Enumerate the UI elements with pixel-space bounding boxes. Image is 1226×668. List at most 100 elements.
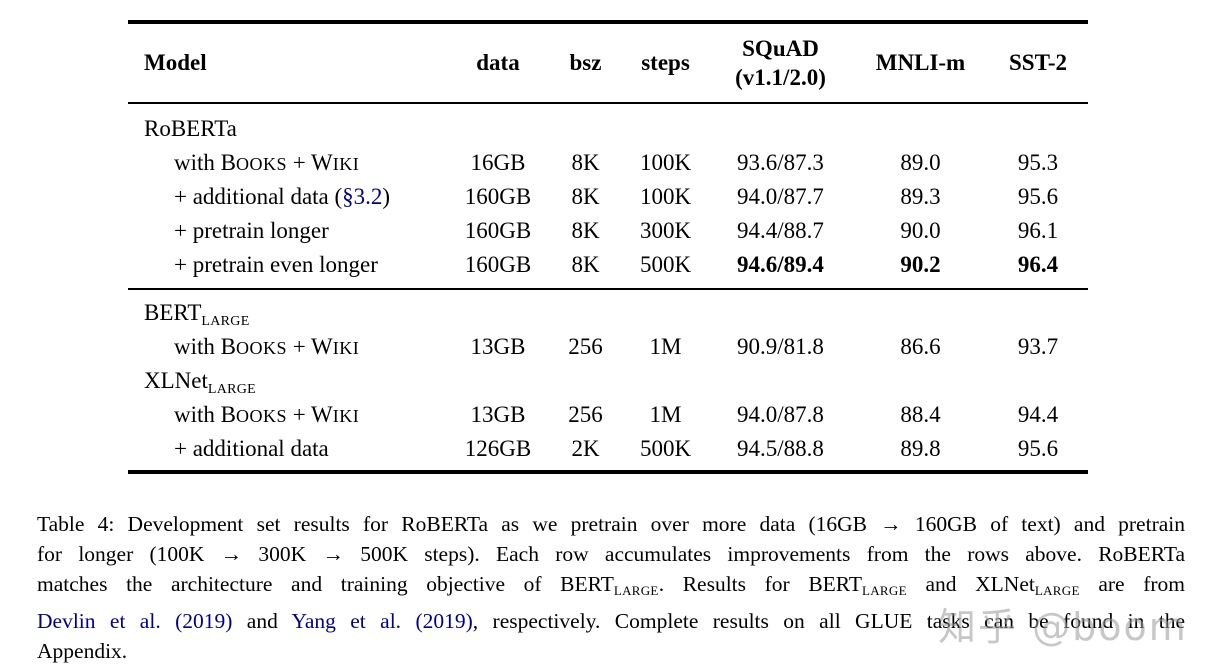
text: XLNet: [144, 368, 208, 393]
model-cell: with BOOKS + WIKI: [128, 146, 448, 180]
results-table: Model data bsz steps SQuAD (v1.1/2.0) MN…: [128, 20, 1088, 474]
text: Appendix.: [37, 639, 128, 663]
mnli-m-cell: 89.0: [900, 150, 941, 175]
squad-cell: [708, 112, 853, 146]
column-header-mnli-m: MNLI-m: [875, 50, 966, 75]
data-cell: 126GB: [464, 436, 532, 461]
smallcaps-text: OOKS: [235, 154, 287, 174]
steps-cell: 1M: [649, 402, 682, 427]
column-header-model: Model: [144, 50, 207, 75]
sst-2-cell: 95.6: [1017, 184, 1059, 209]
table-row: with BOOKS + WIKI 13GB 256 1M 94.0/87.8 88.4 9…: [128, 398, 1088, 432]
steps-cell: 100K: [639, 184, 692, 209]
text: BERT: [144, 300, 202, 325]
squad-cell: 94.4/88.7: [737, 218, 824, 243]
mnli-m-cell: [853, 364, 988, 398]
text: + W: [287, 402, 333, 427]
sst-2-cell: [988, 296, 1088, 330]
model-cell: with BOOKS + WIKI: [128, 330, 448, 364]
squad-cell: 94.0/87.8: [737, 402, 824, 427]
mnli-m-cell: 86.6: [900, 334, 941, 359]
column-header-squad-line2: (v1.1/2.0): [735, 65, 826, 90]
mnli-m-cell: [853, 112, 988, 146]
caption-line: Table 4: Development set results for RoB…: [37, 509, 1185, 539]
bsz-cell: [548, 364, 623, 398]
model-cell: + pretrain even longer: [128, 248, 448, 282]
mnli-m-cell: 89.3: [900, 184, 941, 209]
steps-cell: 100K: [639, 150, 692, 175]
subscript-text: LARGE: [1034, 583, 1080, 598]
data-cell: 160GB: [464, 252, 532, 277]
table-row: with BOOKS + WIKI 13GB 256 1M 90.9/81.8 86.6 9…: [128, 330, 1088, 364]
steps-cell: 500K: [639, 252, 692, 277]
mnli-m-cell: 88.4: [900, 402, 941, 427]
text: + W: [287, 150, 333, 175]
text: . Results for BERT: [658, 572, 862, 596]
text: + W: [287, 334, 333, 359]
table-row: RoBERTa: [128, 112, 1088, 146]
model-cell: BERTLARGE: [128, 296, 448, 330]
bsz-cell: 256: [568, 334, 603, 359]
data-cell: 16GB: [470, 150, 526, 175]
squad-cell: [708, 296, 853, 330]
model-cell: with BOOKS + WIKI: [128, 398, 448, 432]
table-mid-rule: [128, 288, 1088, 290]
mnli-m-cell: 89.8: [900, 436, 941, 461]
text: , respectively. Complete results on all …: [472, 609, 1185, 633]
caption-line: for longer (100K → 300K → 500K steps). E…: [37, 539, 1185, 569]
data-cell: 160GB: [464, 184, 532, 209]
data-cell: [448, 112, 548, 146]
column-header-steps: steps: [641, 50, 690, 75]
table-bottom-rule: [128, 470, 1088, 474]
data-cell: [448, 296, 548, 330]
column-header-squad-line1: SQuAD: [742, 36, 819, 61]
steps-cell: [623, 364, 708, 398]
sst-2-cell: 95.6: [1017, 436, 1059, 461]
caption-line: matches the architecture and training ob…: [37, 569, 1185, 606]
model-cell: + pretrain longer: [128, 214, 448, 248]
section-3-2-link[interactable]: §3.2: [342, 184, 383, 209]
model-cell: RoBERTa: [128, 112, 448, 146]
steps-cell: 500K: [639, 436, 692, 461]
caption-line: Appendix.: [37, 636, 1185, 666]
data-cell: 160GB: [464, 218, 532, 243]
table-row: BERTLARGE: [128, 296, 1088, 330]
subscript-text: LARGE: [613, 583, 659, 598]
table-row: + additional data 126GB 2K 500K 94.5/88.8 89.…: [128, 432, 1088, 466]
model-cell: XLNetLARGE: [128, 364, 448, 398]
sst-2-cell: 96.1: [1017, 218, 1059, 243]
citation-devlin-2019-link[interactable]: Devlin et al. (2019): [37, 609, 233, 633]
citation-yang-2019-link[interactable]: Yang et al. (2019): [291, 609, 473, 633]
subscript-text: LARGE: [207, 382, 257, 397]
text: with B: [174, 334, 236, 359]
table-header-row: Model data bsz steps SQuAD (v1.1/2.0) MN…: [128, 24, 1088, 102]
data-cell: [448, 364, 548, 398]
sst-2-cell: [988, 364, 1088, 398]
smallcaps-text: IKI: [332, 406, 360, 426]
steps-cell: 300K: [639, 218, 692, 243]
zhihu-watermark: 知乎 @boom: [938, 605, 1188, 649]
bsz-cell: [548, 296, 623, 330]
table-section: BERTLARGE with BOOKS + WIKI 13GB 256 1M 90.9/…: [128, 290, 1088, 470]
table-row: XLNetLARGE: [128, 364, 1088, 398]
bsz-cell: 8K: [571, 252, 600, 277]
text: Table 4: Development set results for RoB…: [37, 512, 1185, 536]
text: for longer (100K → 300K → 500K steps). E…: [37, 542, 1185, 566]
smallcaps-text: OOKS: [235, 406, 287, 426]
text: + additional data (: [174, 184, 343, 209]
bsz-cell: 8K: [571, 150, 600, 175]
model-cell: + additional data: [128, 432, 448, 466]
text: are from: [1079, 572, 1185, 596]
steps-cell: [623, 296, 708, 330]
text: with B: [174, 402, 236, 427]
table-header-rule: [128, 102, 1088, 104]
data-cell: 13GB: [470, 334, 526, 359]
sst-2-cell: 94.4: [1017, 402, 1059, 427]
mnli-m-cell: 90.2: [900, 252, 941, 277]
sst-2-cell: 93.7: [1017, 334, 1059, 359]
table-row: with BOOKS + WIKI 16GB 8K 100K 93.6/87.3 89.0…: [128, 146, 1088, 180]
model-cell: + additional data (§3.2): [128, 180, 448, 214]
table-body: RoBERTa with BOOKS + WIKI 16GB 8K 100K 93.6/8…: [128, 104, 1088, 470]
steps-cell: [623, 112, 708, 146]
